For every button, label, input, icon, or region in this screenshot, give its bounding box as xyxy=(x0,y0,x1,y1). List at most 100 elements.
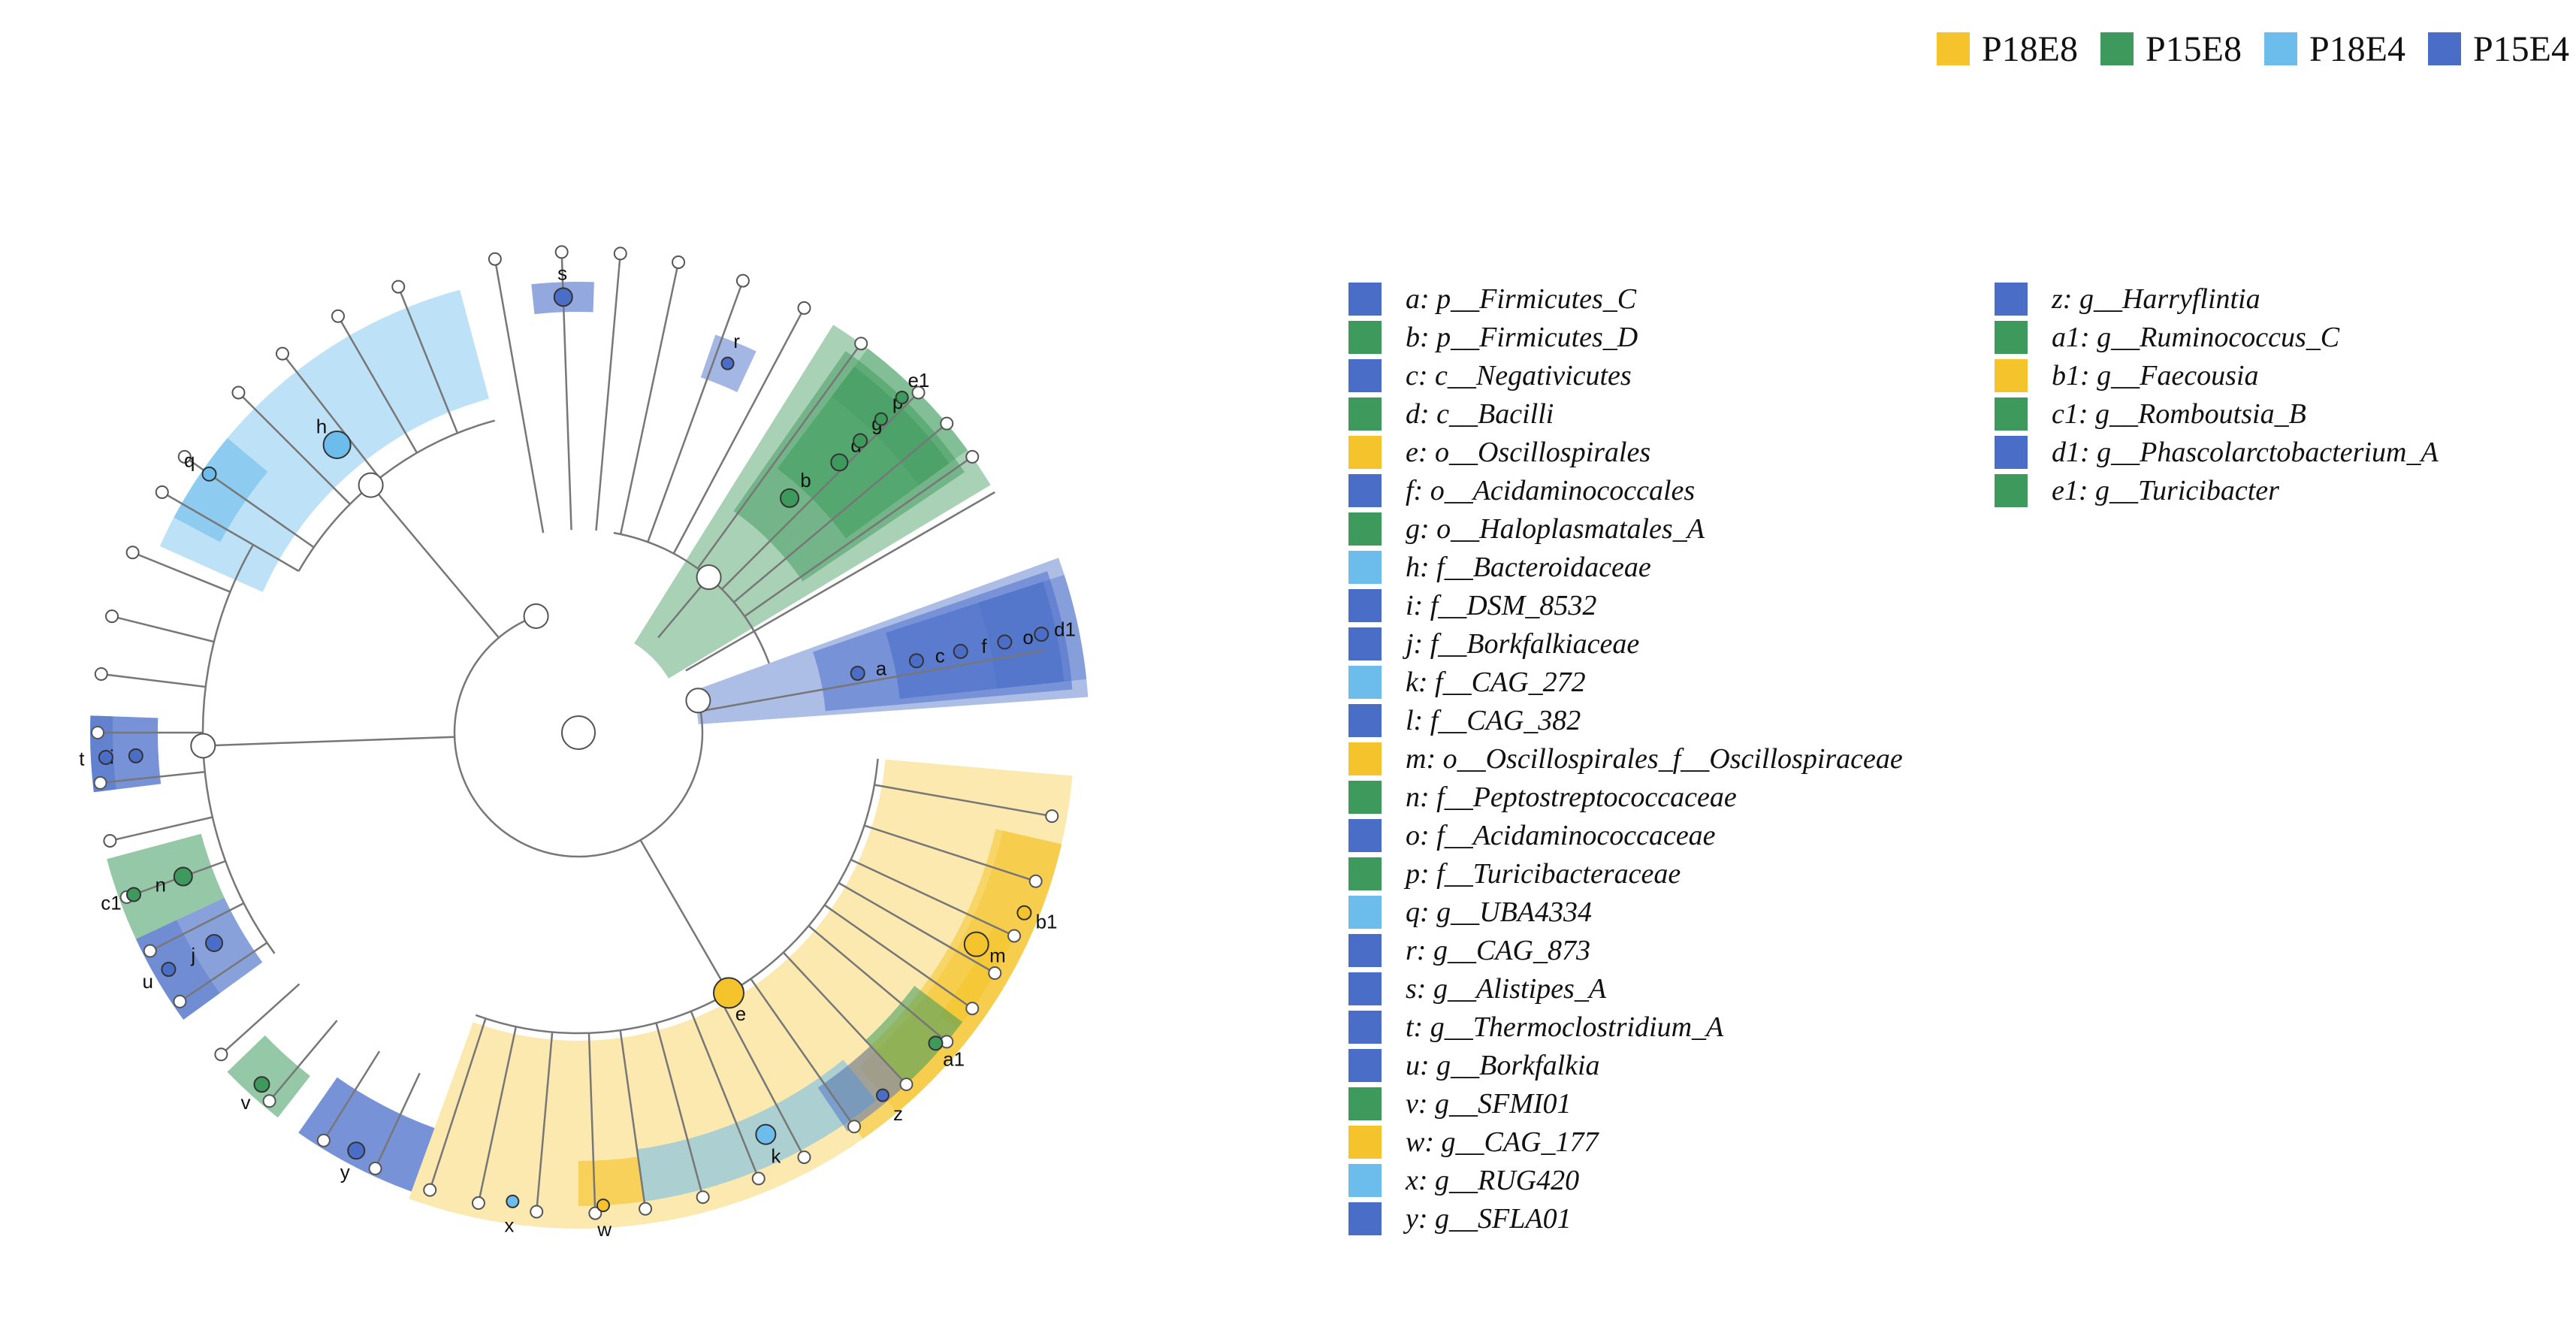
clade-sector-e xyxy=(409,759,1073,1229)
clade-sector-j xyxy=(135,897,263,1020)
clade-legend-item-q: q: g__UBA4334 xyxy=(1348,893,1903,931)
clade-swatch xyxy=(1995,282,2028,316)
clade-legend-item-l: l: f__CAG_382 xyxy=(1348,701,1903,739)
branch-leaf-40 xyxy=(672,307,805,555)
legend-label: P18E8 xyxy=(1981,29,2078,69)
clade-legend-item-u: u: g__Borkfalkia xyxy=(1348,1046,1903,1084)
clade-legend-item-s: s: g__Alistipes_A xyxy=(1348,969,1903,1008)
branch-leaf-15 xyxy=(429,1018,487,1191)
clade-legend-item-n: n: f__Peptostreptococcaceae xyxy=(1348,778,1903,816)
branch-leaf-31 xyxy=(237,391,351,505)
clade-text: l: f__CAG_382 xyxy=(1406,704,1581,736)
clade-node-h xyxy=(322,430,352,459)
legend-swatch xyxy=(2100,32,2134,65)
clade-node-label-b1: b1 xyxy=(1036,911,1058,933)
clade-node-label-f: f xyxy=(981,635,987,657)
clade-swatch xyxy=(1348,742,1382,775)
clade-legend-item-v: v: g__SFMI01 xyxy=(1348,1084,1903,1123)
clade-text: d1: g__Phascolarctobacterium_A xyxy=(2052,436,2439,468)
clade-legend-column-2: z: g__Harryflintia a1: g__Ruminococcus_C b… xyxy=(1995,280,2439,509)
clade-text: c: c__Negativicutes xyxy=(1406,359,1632,391)
legend-label: P18E4 xyxy=(2309,29,2405,69)
clade-legend-item-i: i: f__DSM_8532 xyxy=(1348,586,1903,624)
clade-swatch xyxy=(1348,473,1382,507)
branch-arc-root xyxy=(453,615,704,858)
leaf-node-23 xyxy=(103,833,117,848)
branch-leaf-2 xyxy=(850,858,1015,937)
clade-node-label-t: t xyxy=(79,748,85,770)
clade-sector-o xyxy=(885,582,1065,700)
clade-node-f xyxy=(953,643,968,659)
clade-node-t xyxy=(98,749,113,765)
leaf-node-27 xyxy=(105,609,119,624)
leaf-node-15 xyxy=(423,1183,437,1197)
branch-leaf-29 xyxy=(162,491,300,573)
clade-text: p: f__Turicibacteraceae xyxy=(1406,857,1681,890)
leaf-node-7 xyxy=(847,1120,862,1134)
clade-swatch xyxy=(1348,1125,1382,1159)
clade-node-label-j: j xyxy=(190,944,195,966)
branch-leaf-1 xyxy=(864,824,1037,882)
clade-legend-item-e: e: o__Oscillospirales xyxy=(1348,433,1903,471)
leaf-node-34 xyxy=(391,280,406,294)
leaf-node-32 xyxy=(275,346,289,361)
leaf-node-40 xyxy=(797,301,811,315)
leaf-node-38 xyxy=(672,255,686,269)
clade-node-c xyxy=(908,653,924,669)
clade-node-z xyxy=(875,1088,889,1102)
clade-sector-p xyxy=(777,366,950,539)
branch-leaf-44 xyxy=(744,455,973,618)
branch-leaf-3 xyxy=(838,881,995,975)
clade-node-d1 xyxy=(1034,627,1049,642)
internal-node-2 xyxy=(696,564,722,591)
clade-sector-n xyxy=(107,833,225,939)
branch-leaf-14 xyxy=(477,1026,518,1204)
leaf-node-12 xyxy=(588,1206,602,1220)
leaf-node-1 xyxy=(1028,874,1043,888)
clade-text: r: g__CAG_873 xyxy=(1406,934,1590,966)
leaf-node-4 xyxy=(965,1002,980,1016)
clade-swatch xyxy=(1348,1087,1382,1120)
leaf-node-3 xyxy=(988,966,1002,980)
clade-text: s: g__Alistipes_A xyxy=(1406,972,1607,1005)
clade-node-label-h: h xyxy=(316,415,327,437)
clade-text: v: g__SFMI01 xyxy=(1406,1087,1572,1120)
clade-swatch xyxy=(1995,358,2028,392)
leaf-node-16 xyxy=(368,1162,382,1176)
clade-legend-item-d: d: c__Bacilli xyxy=(1348,394,1903,433)
clade-text: c1: g__Romboutsia_B xyxy=(2052,398,2306,430)
clade-node-r xyxy=(720,356,735,370)
clade-text: y: g__SFLA01 xyxy=(1406,1202,1572,1235)
clade-swatch xyxy=(1995,435,2028,469)
leaf-node-28 xyxy=(125,546,140,560)
clade-text: b: p__Firmicutes_D xyxy=(1406,321,1638,353)
clade-node-p xyxy=(874,412,888,426)
leaf-node-8 xyxy=(797,1150,811,1165)
branch-radial-upper xyxy=(657,576,710,639)
clade-node-a xyxy=(850,665,865,681)
clade-node-label-v: v xyxy=(241,1091,251,1114)
clade-node-label-a: a xyxy=(876,657,887,679)
clade-swatch xyxy=(1995,473,2028,507)
clade-text: f: o__Acidaminococcales xyxy=(1406,474,1696,506)
clade-text: m: o__Oscillospirales_f__Oscillospiracea… xyxy=(1406,742,1903,775)
internal-node-1 xyxy=(685,688,711,714)
branch-leaf-16 xyxy=(374,1072,421,1169)
clade-legend-item-x: x: g__RUG420 xyxy=(1348,1161,1903,1199)
leaf-node-41 xyxy=(854,337,868,351)
clade-legend-item-r: r: g__CAG_873 xyxy=(1348,931,1903,969)
clade-sector-q xyxy=(174,437,268,543)
leaf-node-13 xyxy=(530,1205,544,1219)
leaf-node-36 xyxy=(554,245,569,259)
cladogram: emkwxza1b1yvjunc1ithqsrbdgpe1acfod1 xyxy=(79,245,1089,1241)
clade-text: u: g__Borkfalkia xyxy=(1406,1049,1600,1081)
legend-item-p18e4: P18E4 xyxy=(2263,29,2405,70)
clade-node-y xyxy=(347,1141,366,1160)
clade-sector-z xyxy=(817,1045,907,1132)
clade-node-label-c1: c1 xyxy=(101,891,121,914)
clade-text: b1: g__Faecousia xyxy=(2052,359,2259,391)
internal-node-5 xyxy=(358,472,384,498)
branch-leaf-4 xyxy=(823,904,973,1010)
clade-node-j xyxy=(205,934,224,952)
leaf-node-43 xyxy=(940,416,954,431)
